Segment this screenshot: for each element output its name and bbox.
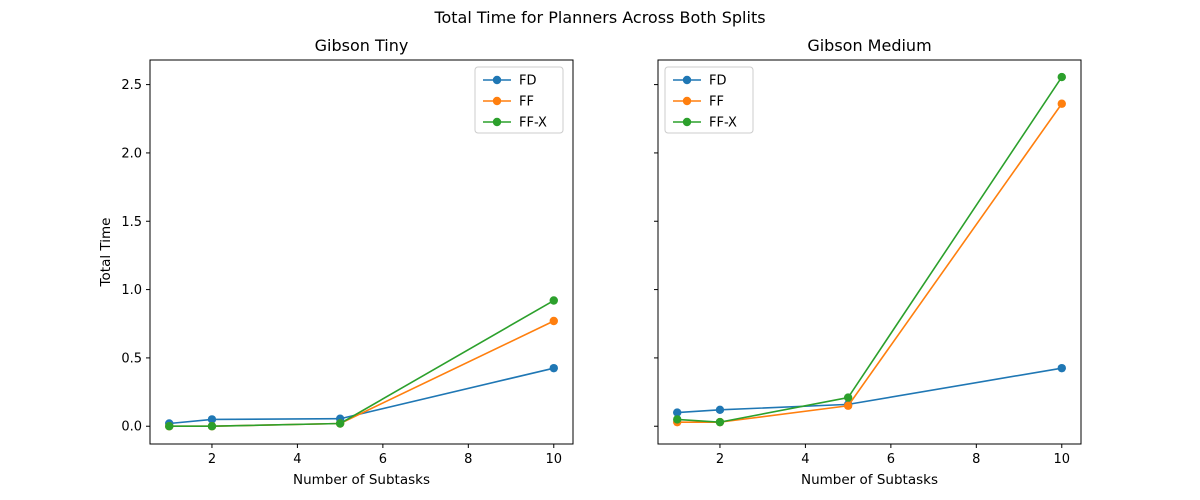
data-point-ff: [1057, 99, 1066, 108]
axes-1: Gibson Tiny 2 4 6 8 10 0.0 0.5 1.0 1.5 2.0 2.5 Numbe…: [98, 36, 574, 488]
legend-marker-ff: [492, 96, 502, 106]
x-axis-label: Number of Subtasks: [293, 472, 430, 488]
x-tick-label: 2: [716, 452, 724, 467]
y-tick-label: 2.0: [121, 146, 142, 161]
x-tick-label: 8: [972, 452, 980, 467]
axes-frame: [657, 59, 1082, 445]
legend-marker-fd: [492, 75, 502, 85]
legend: FD FF FF-X: [474, 66, 564, 134]
x-tick-label: 4: [293, 452, 301, 467]
y-tick-label: 0.0: [121, 420, 142, 435]
legend-label-ff: FF: [519, 95, 534, 110]
legend-marker-ff: [682, 96, 692, 106]
data-point-ff-x: [715, 417, 725, 427]
legend-marker-ff-x: [492, 117, 502, 127]
series-line-fd: [677, 367, 1062, 414]
x-tick-label: 2: [208, 452, 216, 467]
subplot-title: Gibson Medium: [807, 36, 931, 55]
x-tick-label: 10: [545, 452, 562, 467]
y-tick-label: 2.5: [121, 78, 142, 93]
data-point-fd: [715, 405, 725, 415]
subplot-title: Gibson Tiny: [315, 36, 409, 55]
legend-label-fd: FD: [709, 74, 727, 89]
legend: FD FF FF-X: [664, 66, 754, 134]
series-line-fd: [169, 367, 554, 425]
legend-label-ff: FF: [709, 95, 724, 110]
axes-container: Gibson Tiny 2 4 6 8 10 0.0 0.5 1.0 1.5 2.0 2.5 Numbe…: [98, 36, 1082, 488]
series-line-ff-x: [677, 76, 1063, 423]
data-point-ff-x: [673, 415, 682, 424]
legend-marker-fd: [682, 75, 692, 85]
x-tick-label: 4: [801, 452, 809, 467]
y-tick-label: 1.0: [121, 283, 142, 298]
y-tick-label: 0.5: [121, 351, 142, 366]
data-point-ff-x: [165, 422, 174, 431]
axes-frame: [149, 59, 574, 445]
x-tick-label: 8: [464, 452, 472, 467]
data-point-ff-x: [549, 296, 558, 305]
data-point-fd: [673, 408, 682, 417]
y-tick-label: 1.5: [121, 215, 142, 230]
data-point-fd: [207, 415, 217, 424]
x-tick-label: 10: [1053, 452, 1070, 467]
figure-suptitle: Total Time for Planners Across Both Spli…: [433, 8, 765, 27]
x-tick-label: 6: [379, 452, 387, 467]
data-point-ff-x: [843, 393, 853, 402]
legend-label-fd: FD: [519, 74, 537, 89]
legend-marker-ff-x: [682, 117, 692, 127]
data-point-ff-x: [1057, 72, 1066, 82]
legend-label-ff-x: FF-X: [709, 116, 737, 131]
data-point-ff: [549, 316, 558, 326]
legend-label-ff-x: FF-X: [519, 116, 547, 131]
data-point-ff-x: [207, 422, 217, 431]
data-point-ff-x: [335, 419, 345, 428]
x-tick-label: 6: [887, 452, 895, 467]
x-axis-label: Number of Subtasks: [801, 472, 938, 488]
series-line-ff: [677, 103, 1063, 423]
series-line-ff-x: [169, 299, 555, 428]
data-point-ff: [843, 401, 853, 410]
y-axis-label: Total Time: [98, 218, 114, 288]
data-point-fd: [549, 363, 558, 373]
data-point-fd: [1057, 363, 1066, 373]
